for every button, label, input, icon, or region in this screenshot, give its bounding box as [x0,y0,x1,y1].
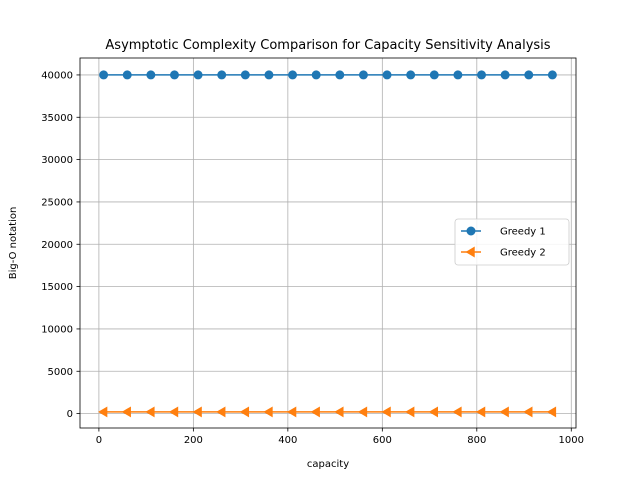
series-1 [99,70,557,80]
y-tick-label: 30000 [41,155,73,166]
data-point [334,406,344,418]
data-point [524,70,534,80]
x-tick-label: 0 [96,435,102,446]
y-tick-label: 0 [67,409,73,420]
y-tick-label: 10000 [41,324,73,335]
data-point [286,406,297,418]
data-point [452,406,462,418]
data-point [99,70,109,80]
legend-label: Greedy 1 [500,227,546,238]
data-point [122,70,132,80]
legend-box [454,218,570,266]
plot-frame [79,57,577,429]
data-point [405,406,415,418]
legend-marker [466,226,476,236]
data-point [357,406,368,418]
data-point [263,406,273,418]
data-point [500,70,510,80]
data-point [547,70,557,80]
data-point [240,70,250,80]
data-point [406,70,416,80]
data-point [192,406,202,418]
y-tick-label: 40000 [41,70,73,81]
x-tick-label: 1000 [559,435,584,446]
series-2 [98,406,557,418]
x-tick-label: 200 [184,435,203,446]
data-point [239,406,250,418]
data-point [217,70,227,80]
data-point [428,406,439,418]
data-point [121,406,131,418]
legend-item: Greedy 2 [461,246,546,259]
data-point [382,70,392,80]
x-tick-label: 400 [278,435,297,446]
y-tick-label: 25000 [41,197,73,208]
data-point [546,406,557,418]
data-point [145,406,155,418]
data-point [311,70,321,80]
chart-title: Asymptotic Complexity Comparison for Cap… [105,38,550,53]
series-layer [98,70,557,418]
y-tick-label: 35000 [41,113,73,124]
y-tick-label: 5000 [48,367,73,378]
legend-item: Greedy 1 [461,226,546,238]
legend-marker [465,246,475,258]
data-point [193,70,203,80]
ticks: 0 200 400 600 800 100005000100001500020000250… [41,70,584,446]
data-point [216,406,226,418]
x-axis-label: capacity [307,459,349,470]
y-axis-label: Big-O notation [8,207,19,280]
data-point [169,70,179,80]
data-point [453,70,463,80]
y-tick-label: 20000 [41,240,73,251]
legend: Greedy 1 Greedy 2 [454,218,570,266]
data-point [335,70,345,80]
data-point [168,406,179,418]
data-point [358,70,368,80]
data-point [98,406,108,418]
data-point [523,406,533,418]
y-tick-label: 15000 [41,282,73,293]
data-point [264,70,274,80]
legend-label: Greedy 2 [500,248,546,259]
data-point [381,406,391,418]
data-point [310,406,320,418]
data-point [475,406,486,418]
data-point [499,406,509,418]
data-point [477,70,487,80]
data-point [429,70,439,80]
x-tick-label: 800 [467,435,486,446]
data-point [146,70,156,80]
x-tick-label: 600 [373,435,392,446]
data-point [288,70,298,80]
